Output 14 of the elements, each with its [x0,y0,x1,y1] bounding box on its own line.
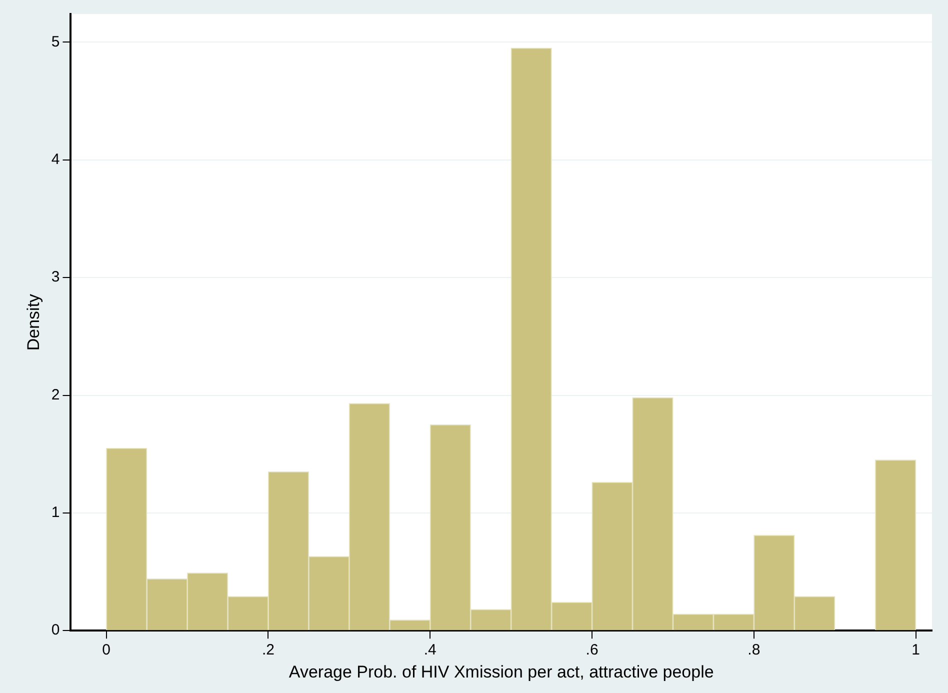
x-axis-title: Average Prob. of HIV Xmission per act, attractive people [288,662,714,682]
x-tick-label: .4 [424,642,436,659]
y-tick-label: 1 [51,504,60,522]
y-tick-label: 3 [51,268,60,286]
x-tick-label: .6 [586,642,598,659]
x-tick-label: .2 [262,642,275,659]
y-tick-label: 2 [51,386,60,404]
x-tick-label: 1 [912,642,920,659]
y-tick-label: 4 [51,151,60,168]
y-tick-label: 5 [51,33,60,50]
x-tick-label: .8 [748,642,760,659]
y-axis-title: Density [24,293,43,351]
x-tick-label: 0 [102,642,111,659]
y-tick-label: 0 [51,622,60,639]
